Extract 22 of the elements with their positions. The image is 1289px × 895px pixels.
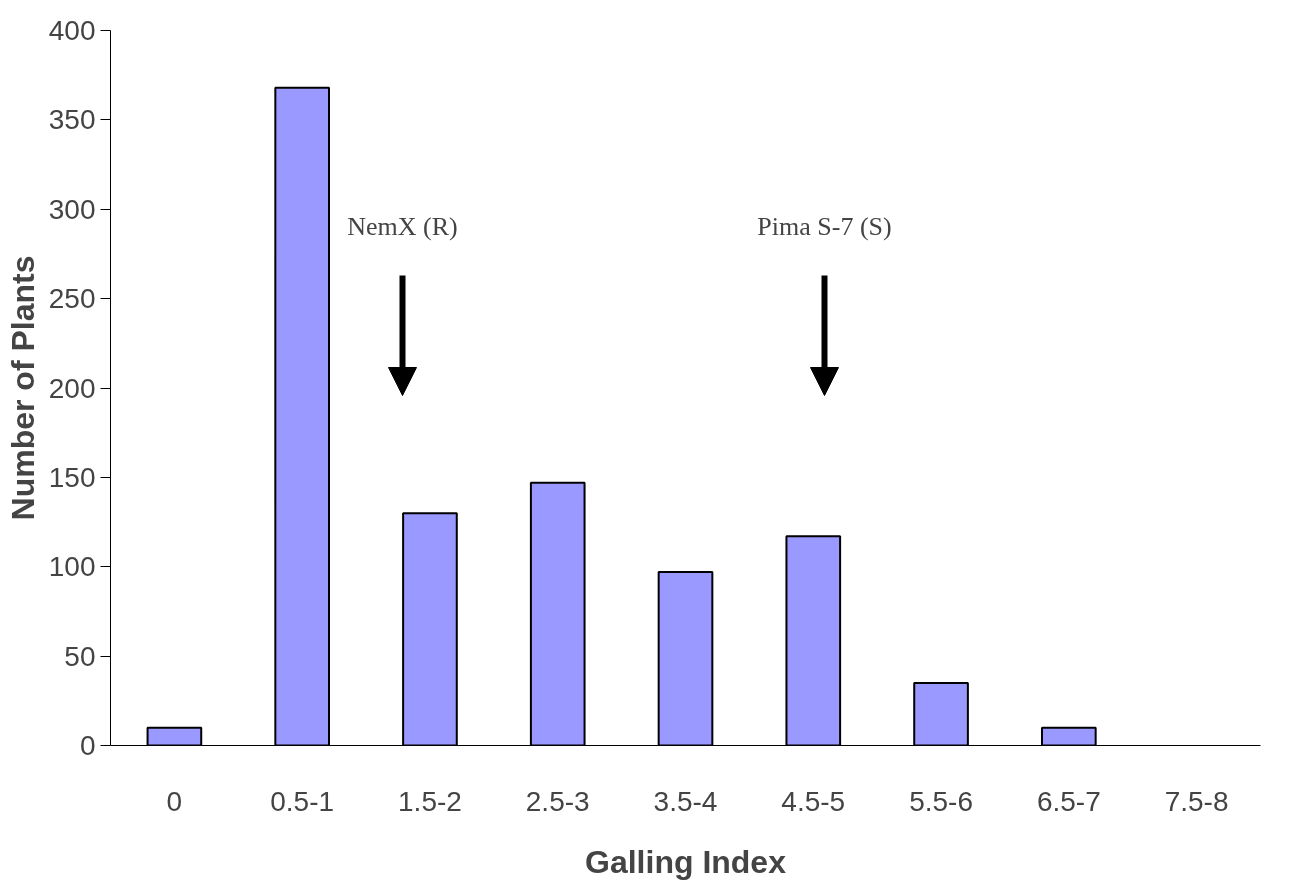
x-tick-label: 7.5-8 [1164, 785, 1229, 817]
y-tick-label: 350 [48, 104, 96, 136]
y-tick-label: 400 [48, 15, 96, 46]
y-tick-label: 200 [48, 372, 96, 404]
x-tick-label: 5.5-6 [909, 785, 973, 817]
x-tick-label: 0 [166, 785, 183, 817]
x-tick-label: 6.5-7 [1036, 785, 1101, 817]
y-tick-label: 50 [64, 640, 96, 672]
y-tick-label: 150 [48, 461, 96, 493]
x-tick-label: 1.5-2 [398, 785, 462, 817]
y-tick-label: 0 [79, 730, 96, 761]
x-tick-label: 4.5-5 [781, 785, 846, 817]
x-tick-label: 3.5-4 [653, 785, 718, 817]
y-tick-label: 300 [48, 193, 96, 225]
x-axis-title: Galling Index [585, 843, 787, 880]
annotation: NemX (R) [347, 211, 458, 241]
y-tick-label: 100 [48, 551, 96, 583]
x-tick-label: 2.5-3 [525, 785, 590, 817]
x-tick-label: 0.5-1 [270, 785, 335, 817]
y-axis-title: Number of Plants [4, 255, 41, 521]
annotation: Pima S-7 (S) [757, 211, 892, 241]
y-tick-label: 250 [48, 283, 96, 315]
